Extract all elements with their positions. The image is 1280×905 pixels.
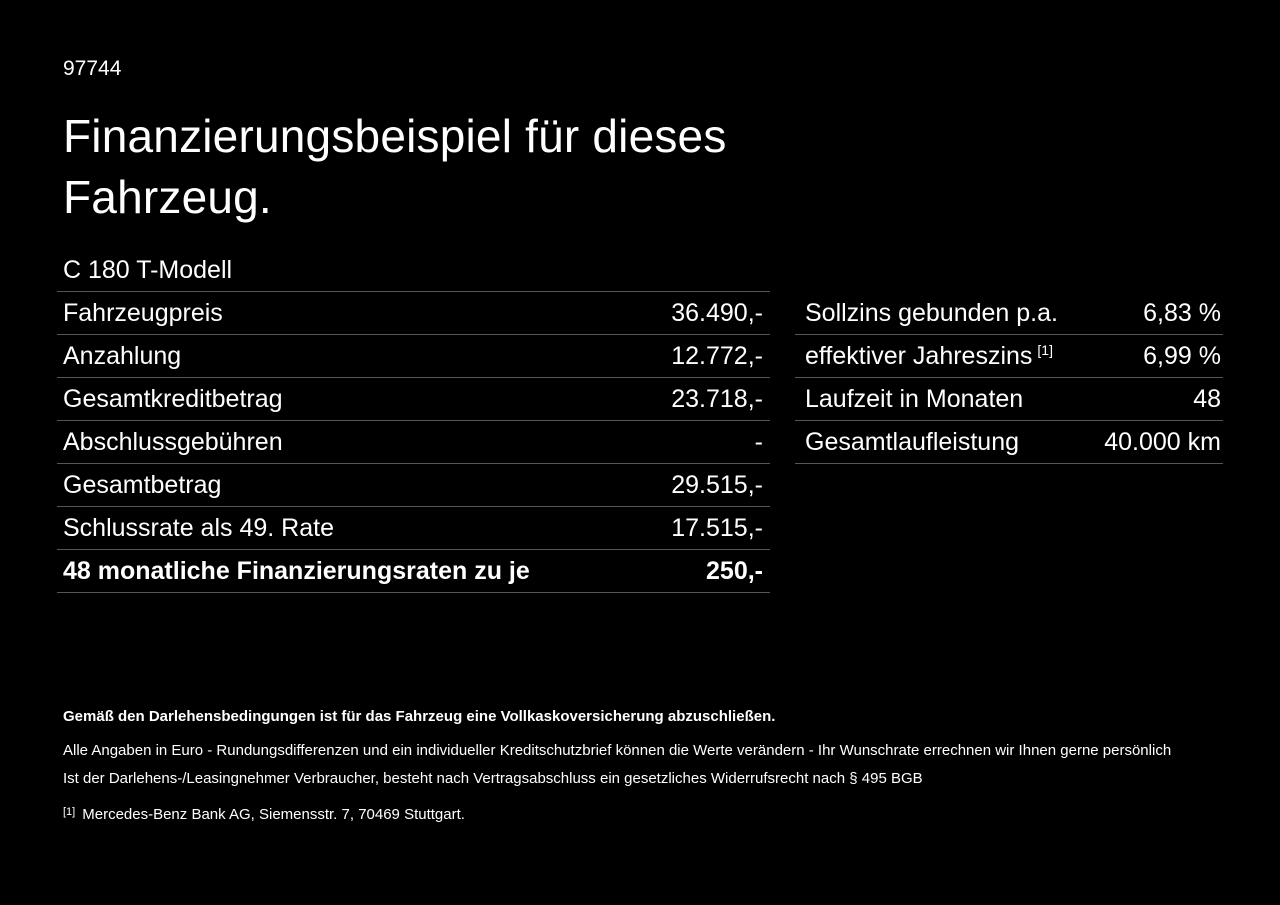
row-label: Anzahlung — [63, 341, 182, 370]
table-row: Gesamtkreditbetrag 23.718,- — [57, 378, 770, 421]
row-value: 48 — [1193, 384, 1221, 413]
tables-section: C 180 T-Modell Fahrzeugpreis 36.490,- An… — [57, 249, 1223, 593]
disclaimer-line-1: Alle Angaben in Euro - Rundungsdifferenz… — [63, 742, 1172, 759]
footnote-ref: [1] — [1037, 341, 1053, 358]
row-value: 6,99 % — [1143, 341, 1221, 370]
table-row: Schlussrate als 49. Rate 17.515,- — [57, 507, 770, 550]
row-value: - — [754, 427, 763, 456]
financing-table: C 180 T-Modell Fahrzeugpreis 36.490,- An… — [57, 249, 770, 593]
row-value: 12.772,- — [671, 341, 763, 370]
insurance-note: Gemäß den Darlehensbedingungen ist für d… — [63, 708, 776, 725]
table-row: effektiver Jahreszins [1] 6,99 % — [795, 335, 1223, 378]
row-label: Abschlussgebühren — [63, 427, 283, 456]
row-label: Laufzeit in Monaten — [805, 384, 1024, 413]
footnote: [1] Mercedes-Benz Bank AG, Siemensstr. 7,… — [63, 806, 1223, 823]
row-value: 36.490,- — [671, 298, 763, 327]
row-value: 29.515,- — [671, 470, 763, 499]
document-id: 97744 — [63, 57, 122, 80]
vehicle-model-header: C 180 T-Modell — [57, 249, 770, 292]
row-label: effektiver Jahreszins [1] — [805, 341, 1053, 370]
row-label: Gesamtlaufleistung — [805, 427, 1020, 456]
footnote-text: Mercedes-Benz Bank AG, Siemensstr. 7, 70… — [82, 806, 465, 823]
row-value: 40.000 km — [1104, 427, 1221, 456]
row-value: 6,83 % — [1143, 298, 1221, 327]
row-label: 48 monatliche Finanzierungsraten zu je — [63, 556, 530, 585]
row-label: Sollzins gebunden p.a. — [805, 298, 1058, 327]
financing-example-page: 97744 Finanzierungsbeispiel für dieses F… — [57, 57, 1223, 823]
row-value: 23.718,- — [671, 384, 763, 413]
row-label: Gesamtbetrag — [63, 470, 222, 499]
row-value: 250,- — [706, 556, 763, 585]
table-row: Gesamtbetrag 29.515,- — [57, 464, 770, 507]
row-label: Gesamtkreditbetrag — [63, 384, 283, 413]
table-row: Laufzeit in Monaten 48 — [795, 378, 1223, 421]
footnote-marker: [1] — [63, 806, 76, 818]
row-value: 17.515,- — [671, 513, 763, 542]
disclaimer-line-2: Ist der Darlehens-/Leasingnehmer Verbrau… — [63, 770, 923, 787]
row-label: Fahrzeugpreis — [63, 298, 223, 327]
row-label: Schlussrate als 49. Rate — [63, 513, 334, 542]
page-title: Finanzierungsbeispiel für dieses Fahrzeu… — [63, 110, 727, 223]
table-row-monthly-rate: 48 monatliche Finanzierungsraten zu je 2… — [57, 550, 770, 593]
table-row: Sollzins gebunden p.a. 6,83 % — [795, 292, 1223, 335]
table-row: Anzahlung 12.772,- — [57, 335, 770, 378]
table-row: Gesamtlaufleistung 40.000 km — [795, 421, 1223, 464]
footer: Gemäß den Darlehensbedingungen ist für d… — [63, 707, 1223, 823]
conditions-table: Sollzins gebunden p.a. 6,83 % effektiver… — [795, 292, 1223, 464]
table-row: Fahrzeugpreis 36.490,- — [57, 292, 770, 335]
table-row: Abschlussgebühren - — [57, 421, 770, 464]
vehicle-model-label: C 180 T-Modell — [63, 255, 233, 284]
